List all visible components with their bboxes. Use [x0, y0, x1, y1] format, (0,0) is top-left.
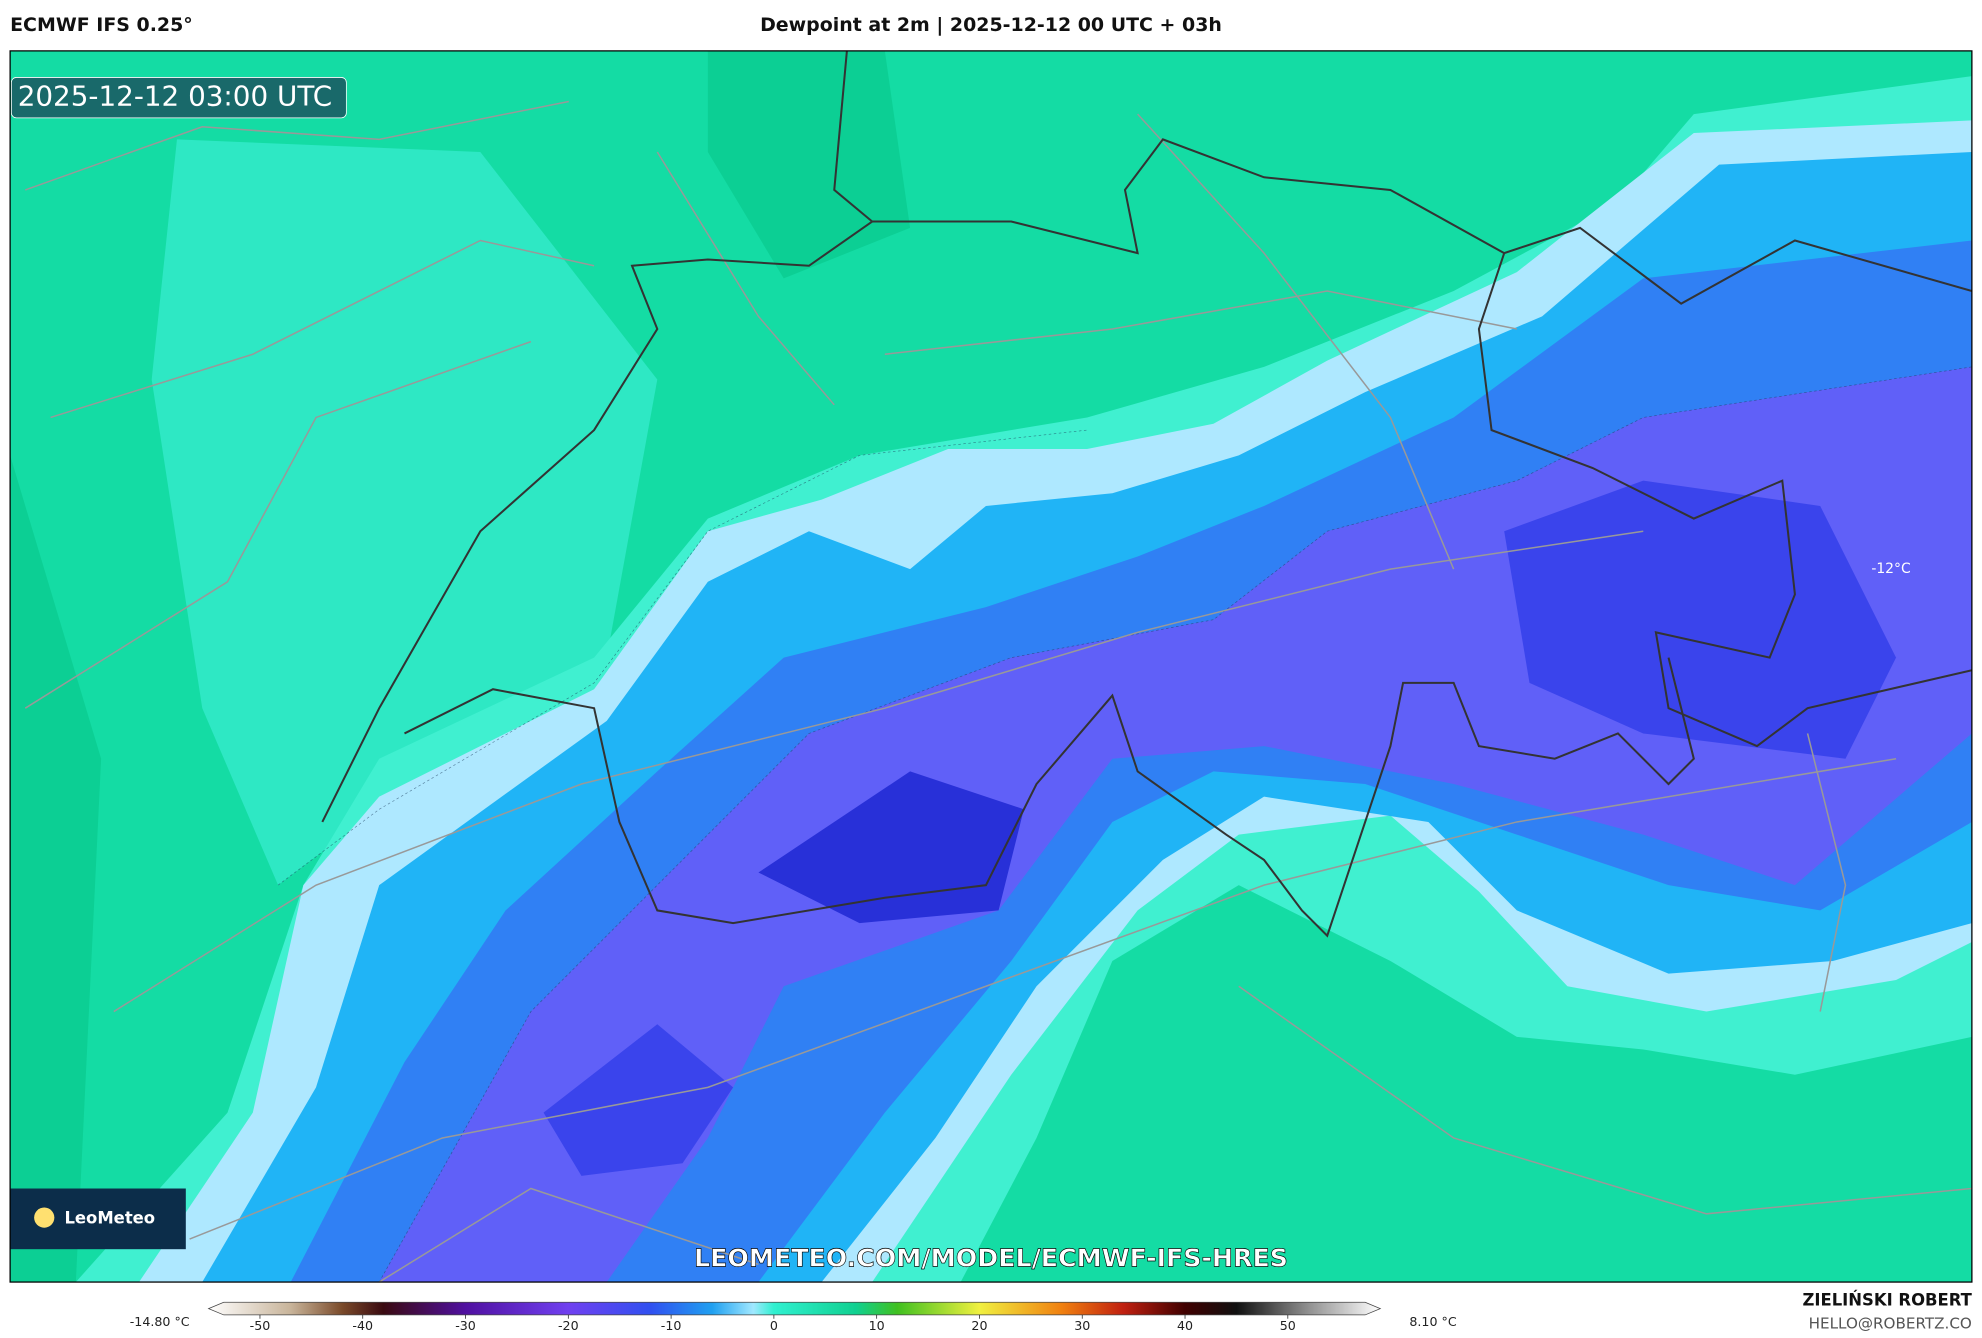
colorbar-tick-label: -10 — [661, 1318, 682, 1333]
map: 2025-12-12 03:00 UTC -12°C LeoMeteo LEOM… — [10, 50, 1972, 1283]
colorbar-tick-label: 10 — [869, 1318, 885, 1333]
map-frame — [9, 50, 1973, 1283]
contour — [378, 366, 1972, 1283]
colorbar-tick-label: 50 — [1280, 1318, 1296, 1333]
field-zone — [707, 50, 911, 279]
colorbar-max: 8.10 °C — [1409, 1314, 1456, 1329]
field-zone — [1504, 480, 1897, 759]
site-url: LEOMETEO.COM/MODEL/ECMWF-IFS-HRES — [694, 1243, 1288, 1272]
valid-time: 2025-12-12 03:00 UTC — [18, 80, 332, 113]
colorbar-tick-label: -20 — [558, 1318, 579, 1333]
colorbar-bar — [207, 1301, 1382, 1316]
model-name: ECMWF IFS 0.25° — [10, 14, 193, 36]
colorbar-tick-label: 0 — [770, 1318, 778, 1333]
border — [24, 100, 1972, 1283]
contour — [277, 429, 1088, 886]
contour-label: -12°C — [1871, 561, 1910, 577]
colorbar-tick-label: -40 — [352, 1318, 373, 1333]
colorbar-tick-label: 30 — [1074, 1318, 1090, 1333]
logo-sun — [34, 1207, 55, 1228]
colorbar-min: -14.80 °C — [130, 1314, 190, 1329]
field-zone — [758, 771, 1024, 924]
time-box — [10, 77, 347, 119]
email: HELLO@ROBERTZ.CO — [1809, 1314, 1972, 1332]
author: ZIELIŃSKI ROBERT — [1802, 1291, 1972, 1310]
map-title: Dewpoint at 2m | 2025-12-12 00 UTC + 03h — [760, 14, 1222, 36]
field-zone — [10, 455, 102, 1283]
country-border — [321, 50, 1972, 938]
logo-text: LeoMeteo — [64, 1208, 155, 1227]
colorbar-tick-label: 40 — [1177, 1318, 1193, 1333]
colorbar-tick-label: -50 — [250, 1318, 271, 1333]
colorbar: -50 -40 -30 -20 -10 0 10 20 30 40 50 — [207, 1301, 1382, 1333]
colorbar-tick-label: 20 — [971, 1318, 987, 1333]
colorbar-tick-label: -30 — [455, 1318, 476, 1333]
